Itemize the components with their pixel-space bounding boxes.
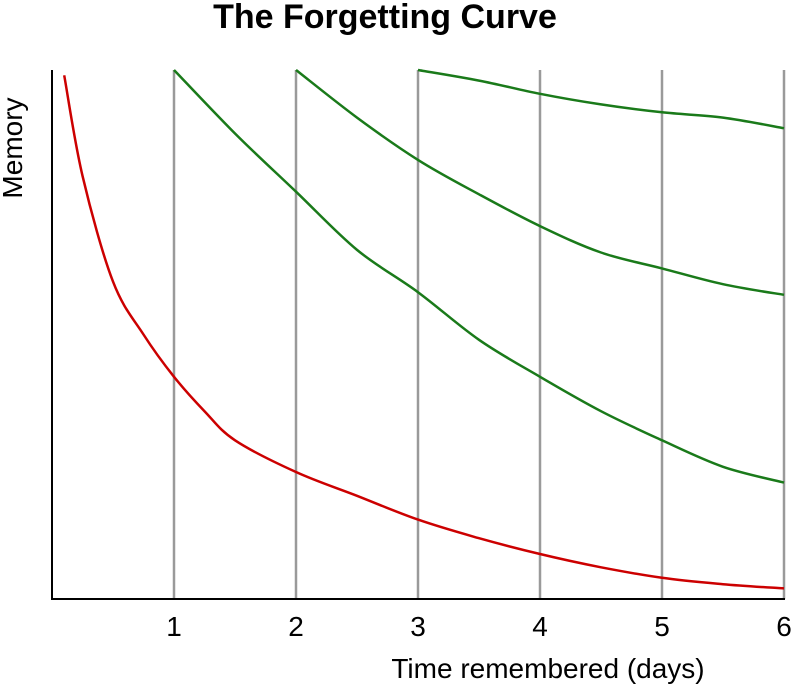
axes [51,70,785,600]
x-tick-label: 1 [166,611,182,642]
series-lines [62,68,785,590]
review-curve-line-1 [173,69,785,484]
x-tick-label: 4 [532,611,548,642]
forgetting-curve-line [62,75,785,590]
x-tick-label: 6 [776,611,792,642]
review-curve-line-3 [417,68,785,130]
x-tick-label: 3 [410,611,426,642]
chart-title: The Forgetting Curve [213,0,557,36]
x-tick-label: 5 [654,611,670,642]
grid-lines [172,70,786,599]
x-tick-label: 2 [288,611,304,642]
y-axis-label: Memory [0,97,28,198]
review-curve-line-2 [295,69,785,297]
x-axis-label: Time remembered (days) [391,653,704,684]
x-tick-labels: 1 2 3 4 5 6 [166,611,792,642]
